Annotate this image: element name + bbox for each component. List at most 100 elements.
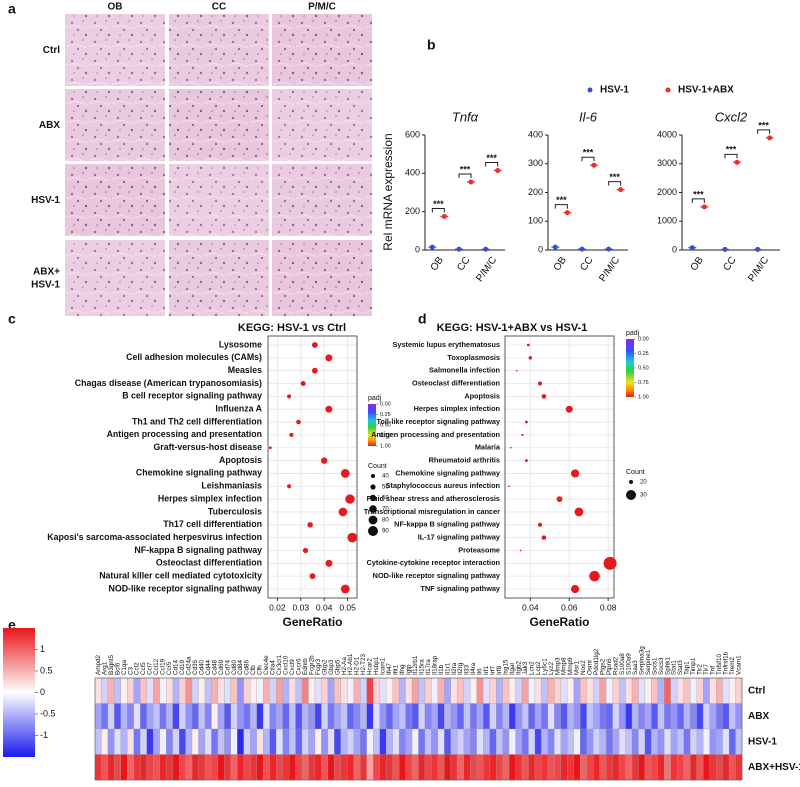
bubble [515, 369, 518, 372]
heatmap-cell [580, 703, 587, 730]
heatmap-cell [94, 728, 102, 755]
heatmap-cell [703, 754, 710, 781]
heatmap-cell [677, 703, 684, 730]
heatmap-cell [450, 703, 458, 730]
x-tick-label: OB [689, 255, 706, 273]
gene-label: Cfh [257, 665, 264, 675]
heatmap-cell [735, 728, 743, 755]
color-tick-label: 0.50 [380, 422, 391, 428]
gene-label: Stat1 [671, 660, 678, 675]
row-label: ABX+HSV-1 [748, 762, 800, 773]
heatmap-cell [94, 703, 102, 730]
heatmap-cell [651, 728, 659, 755]
heatmap-cell [392, 754, 400, 781]
gene-label: Msr1 [574, 661, 581, 675]
heatmap-cell [398, 677, 406, 704]
data-point [429, 244, 435, 250]
size-legend-label: 70 [382, 507, 389, 513]
heatmap-cell [334, 677, 341, 704]
heatmap-cell [276, 754, 283, 781]
heatmap-cell [373, 754, 380, 781]
y-tick-label: 0 [538, 244, 543, 254]
heatmap-cell [256, 728, 264, 755]
gene-label: Itgb2 [515, 660, 522, 675]
pathway-label: NF-kappa B signaling pathway [134, 545, 262, 555]
heatmap-cell [476, 728, 484, 755]
heatmap-cell [496, 703, 503, 730]
heatmap-cell [314, 728, 322, 755]
heatmap-cell [450, 728, 458, 755]
heatmap-cell [735, 703, 743, 730]
pathway-label: NOD-like receptor signaling pathway [109, 583, 263, 593]
heatmap-cell [159, 754, 167, 781]
gene-label: Ptgs2 [600, 658, 607, 675]
data-point [722, 246, 728, 252]
data-point [734, 159, 740, 165]
heatmap-cell [709, 754, 717, 781]
x-axis-label: GeneRatio [282, 615, 342, 629]
gene-label: Saa3 [632, 660, 639, 675]
heatmap-frame [94, 677, 743, 781]
x-tick-label: CC [721, 255, 738, 273]
x-tick-label: OB [552, 255, 569, 273]
gene-label: Clec4e [263, 655, 270, 675]
heatmap-cell [457, 677, 464, 704]
heatmap-cell [554, 703, 561, 730]
heatmap-cell [224, 703, 231, 730]
pathway-label: Chemokine signaling pathway [136, 468, 262, 478]
pathway-label: Antigen processing and presentation [371, 430, 500, 439]
gene-label: Tnf [710, 666, 717, 675]
gene-label: Serpine1 [645, 649, 652, 675]
y-tick-label: 3000 [657, 158, 677, 168]
gene-label: Cd19 [179, 659, 186, 675]
heatmap-cell [418, 677, 426, 704]
gene-label: Sphk1 [664, 657, 671, 675]
heatmap-cell [541, 754, 549, 781]
gene-label: Fcgr3 [315, 658, 322, 675]
heatmap-cell [301, 677, 309, 704]
gene-label: Ptpn6 [606, 658, 613, 675]
heatmap-cell [366, 677, 374, 704]
pathway-label: Rheumatoid arthritis [429, 456, 500, 465]
histology-image [169, 240, 269, 316]
heatmap-cell [392, 703, 400, 730]
heatmap-cell [114, 703, 122, 730]
bubble [589, 570, 600, 582]
gene-label: Cxcl9 [289, 659, 296, 675]
heatmap-cell [547, 754, 555, 781]
gene-label: Ccl12 [153, 658, 160, 675]
bubble [325, 405, 333, 413]
heatmap-cell [411, 703, 419, 730]
heatmap-cell [515, 728, 523, 755]
heatmap-cell [178, 703, 186, 730]
heatmap-cell [728, 677, 736, 704]
data-point [606, 246, 612, 252]
panel-label: c [8, 311, 16, 327]
bubble [287, 484, 292, 489]
pathway-label: Cytokine-cytokine receptor interaction [367, 558, 500, 567]
x-tick-label: P/M/C [474, 255, 499, 284]
heatmap-cell [366, 703, 374, 730]
row-label-line: ABX [39, 120, 60, 131]
heatmap-cell [521, 754, 529, 781]
heatmap-cell [554, 728, 561, 755]
color-tick-label: 0.75 [638, 380, 649, 386]
heatmap-cell [683, 677, 691, 704]
heatmap-cell [321, 728, 329, 755]
size-legend-marker [368, 515, 378, 525]
gene-label: Cd86 [244, 659, 251, 675]
heatmap-cell [178, 728, 186, 755]
bubble [321, 457, 328, 464]
heatmap-cell [508, 677, 516, 704]
significance-bracket [431, 207, 445, 213]
pathway-label: Measles [228, 365, 262, 375]
gene-label: Cd74 [224, 659, 231, 675]
significance-label: *** [609, 172, 620, 182]
heatmap-cell [198, 754, 206, 781]
heatmap-cell [502, 728, 510, 755]
histology-image [65, 240, 165, 316]
heatmap-cell [703, 677, 710, 704]
heatmap-cell [586, 677, 594, 704]
row-label: ABX [748, 711, 769, 722]
pathway-label: Chagas disease (American trypanosomiasis… [75, 378, 262, 388]
